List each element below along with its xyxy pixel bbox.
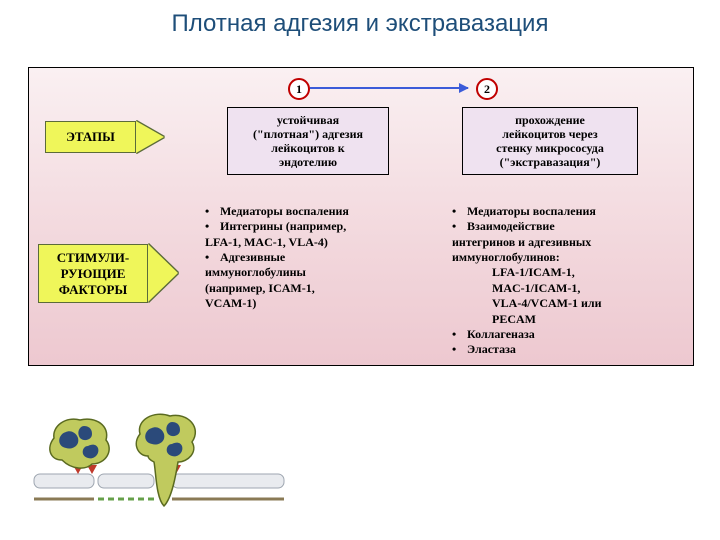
bullet-icon: • bbox=[452, 342, 464, 357]
list-item: иммуноглобулинов: bbox=[452, 250, 682, 265]
list-item: интегринов и адгезивных bbox=[452, 235, 682, 250]
bullet-icon: • bbox=[452, 204, 464, 219]
list-item: PECAM bbox=[452, 312, 682, 327]
tag-stimuli-label: СТИМУЛИ- РУЮЩИЕ ФАКТОРЫ bbox=[38, 244, 148, 303]
arrow-right-icon bbox=[136, 121, 164, 153]
step-arrow bbox=[310, 87, 468, 89]
slide-title: Плотная адгезия и экстравазация bbox=[0, 10, 720, 38]
title-text: Плотная адгезия и экстравазация bbox=[172, 10, 549, 37]
list-item: VLA-4/VCAM-1 или bbox=[452, 296, 682, 311]
arrow-right-icon bbox=[148, 244, 178, 302]
step-1-label: 1 bbox=[296, 82, 302, 97]
list-item: • Интегрины (например, bbox=[205, 219, 415, 234]
stage-box-adhesion-text: устойчивая ("плотная") адгезия лейкоцито… bbox=[253, 113, 363, 170]
list-item: • Адгезивные bbox=[205, 250, 415, 265]
stage-box-extravasation: прохождение лейкоцитов через стенку микр… bbox=[462, 107, 638, 175]
bullet-icon: • bbox=[205, 250, 217, 265]
list-item: LFA-1, MAC-1, VLA-4) bbox=[205, 235, 415, 250]
tag-etapy: ЭТАПЫ bbox=[45, 121, 164, 153]
step-2-label: 2 bbox=[484, 82, 490, 97]
list-item: (например, ICAM-1, bbox=[205, 281, 415, 296]
slide: Плотная адгезия и экстравазация 1 2 ЭТАП… bbox=[0, 0, 720, 540]
tag-stimuli: СТИМУЛИ- РУЮЩИЕ ФАКТОРЫ bbox=[38, 244, 178, 303]
list-item: • Медиаторы воспаления bbox=[205, 204, 415, 219]
list-item: • Медиаторы воспаления bbox=[452, 204, 682, 219]
list-item: LFA-1/ICAM-1, bbox=[452, 265, 682, 280]
list-item: MAC-1/ICAM-1, bbox=[452, 281, 682, 296]
stage-box-extravasation-text: прохождение лейкоцитов через стенку микр… bbox=[496, 113, 604, 170]
cell-illustration bbox=[32, 402, 292, 522]
stage-box-adhesion: устойчивая ("плотная") адгезия лейкоцито… bbox=[227, 107, 389, 175]
factors-list-adhesion: • Медиаторы воспаления• Интегрины (напри… bbox=[205, 204, 415, 312]
list-item: • Эластаза bbox=[452, 342, 682, 357]
tag-etapy-label: ЭТАПЫ bbox=[45, 121, 136, 153]
list-item: • Коллагеназа bbox=[452, 327, 682, 342]
step-circle-2: 2 bbox=[476, 78, 498, 100]
list-item: • Взаимодействие bbox=[452, 219, 682, 234]
bullet-icon: • bbox=[205, 219, 217, 234]
bullet-icon: • bbox=[205, 204, 217, 219]
bullet-icon: • bbox=[452, 219, 464, 234]
step-circle-1: 1 bbox=[288, 78, 310, 100]
bullet-icon: • bbox=[452, 327, 464, 342]
list-item: иммуноглобулины bbox=[205, 265, 415, 280]
list-item: VCAM-1) bbox=[205, 296, 415, 311]
factors-list-extravasation: • Медиаторы воспаления• Взаимодействиеин… bbox=[452, 204, 682, 358]
